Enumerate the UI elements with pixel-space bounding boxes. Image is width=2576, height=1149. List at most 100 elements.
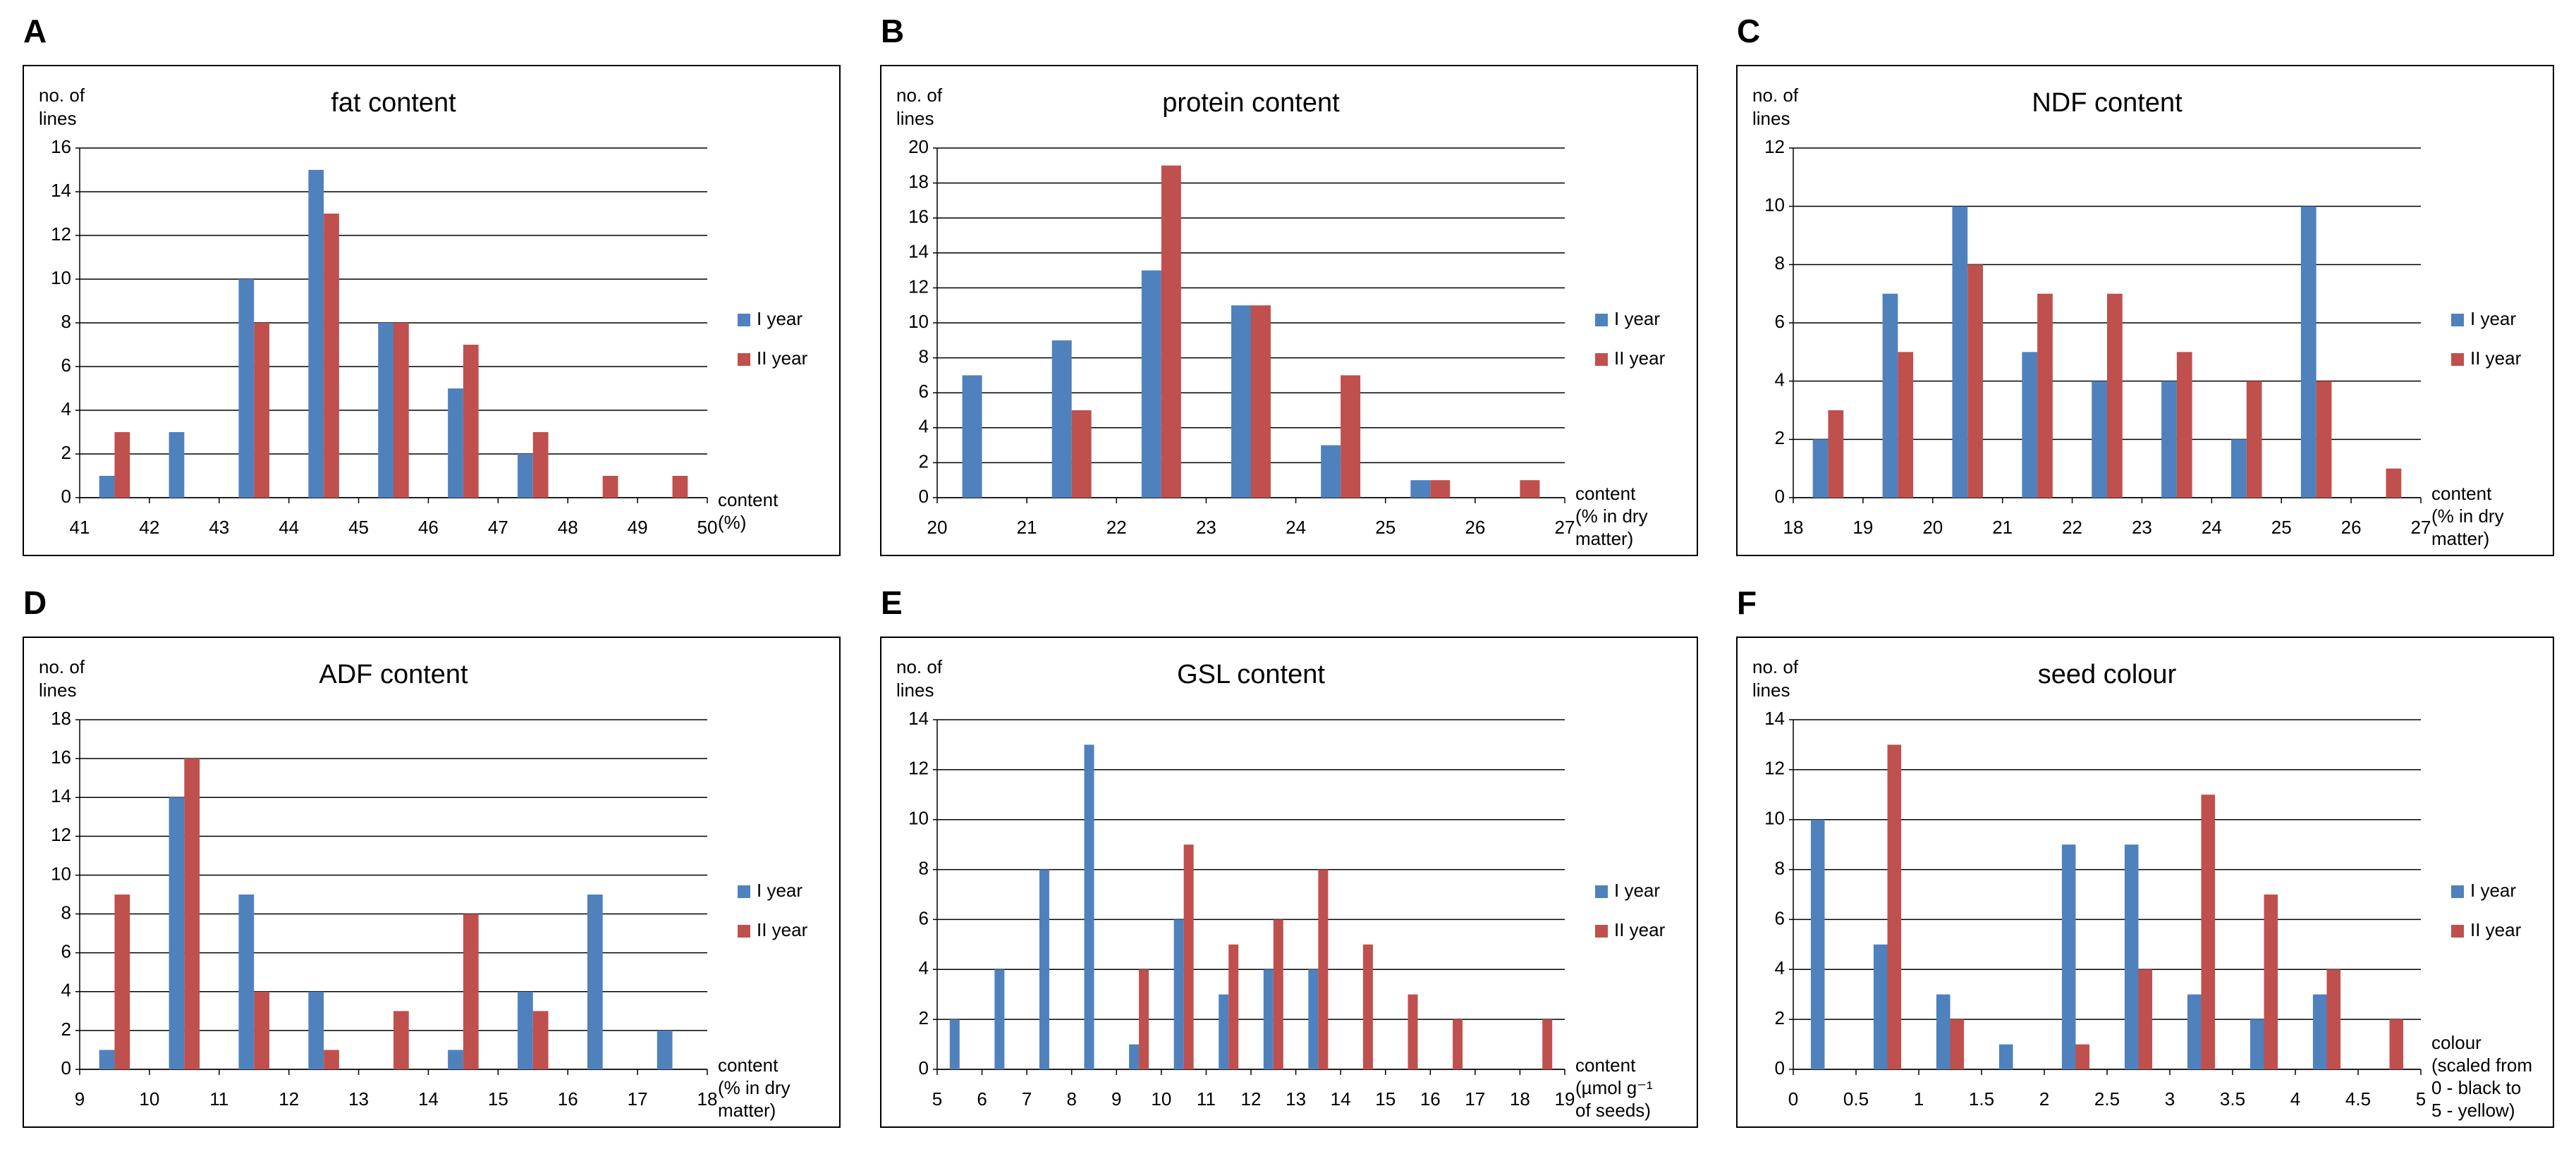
bar — [1453, 1019, 1463, 1069]
y-tick-label: 4 — [919, 957, 929, 978]
bar — [2389, 1019, 2404, 1069]
y-tick-label: 0 — [919, 1057, 929, 1079]
x-tick-label: 22 — [2062, 517, 2082, 538]
y-axis-label: no. of — [896, 656, 943, 677]
bar — [463, 345, 479, 498]
panel-border — [1736, 637, 2554, 1128]
y-tick-label: 18 — [908, 171, 929, 192]
bar — [1308, 969, 1319, 1069]
panel-letter: A — [23, 13, 47, 49]
chart-title: fat content — [331, 88, 456, 118]
bar — [324, 214, 339, 498]
bar — [1173, 919, 1184, 1069]
bar — [2022, 352, 2038, 498]
x-axis-label: (% in dry — [2431, 505, 2504, 527]
bar — [1263, 969, 1274, 1069]
bar — [2312, 994, 2327, 1069]
x-tick-label: 3 — [2165, 1088, 2175, 1110]
y-tick-label: 2 — [61, 442, 71, 463]
bar — [169, 797, 185, 1069]
x-tick-label: 17 — [628, 1088, 648, 1110]
y-tick-label: 0 — [1775, 1057, 1785, 1079]
bar — [1887, 744, 1902, 1069]
bar — [2161, 381, 2177, 498]
bar — [2061, 844, 2076, 1069]
bar — [1408, 994, 1418, 1069]
bar — [1318, 869, 1329, 1069]
bar — [238, 279, 255, 498]
legend-swatch — [2451, 353, 2464, 366]
x-axis-label: 0 - black to — [2431, 1077, 2521, 1098]
bar — [1321, 445, 1341, 498]
bar — [2107, 293, 2123, 498]
bar — [2037, 293, 2053, 498]
x-tick-label: 12 — [1241, 1088, 1262, 1110]
x-axis-label: (%) — [718, 512, 746, 533]
y-tick-label: 6 — [61, 355, 71, 376]
x-tick-label: 15 — [1375, 1088, 1396, 1110]
bar — [2187, 994, 2202, 1069]
bar — [308, 170, 324, 498]
legend-label: II year — [2470, 919, 2522, 940]
x-tick-label: 47 — [488, 517, 508, 538]
y-tick-label: 8 — [1775, 252, 1785, 274]
bar — [1129, 1044, 1140, 1069]
y-tick-label: 14 — [51, 180, 71, 201]
x-tick-label: 46 — [418, 517, 439, 538]
x-tick-label: 42 — [139, 517, 159, 538]
bar — [1251, 305, 1271, 498]
x-tick-label: 44 — [279, 517, 299, 538]
legend-swatch — [738, 885, 750, 898]
bar — [99, 1050, 115, 1069]
x-tick-label: 19 — [1555, 1088, 1575, 1110]
y-axis-label: lines — [39, 680, 76, 701]
x-tick-label: 11 — [209, 1088, 228, 1110]
bar — [2264, 895, 2278, 1069]
x-axis-label: content — [1575, 483, 1636, 504]
panel-letter: E — [881, 584, 903, 621]
y-tick-label: 10 — [908, 311, 929, 332]
y-tick-label: 12 — [51, 223, 71, 245]
panel-border — [1736, 65, 2554, 556]
x-tick-label: 14 — [418, 1088, 439, 1110]
legend-label: I year — [2470, 880, 2516, 901]
bar — [254, 323, 269, 498]
bar — [1873, 944, 1888, 1069]
x-tick-label: 2.5 — [2094, 1088, 2120, 1110]
bar — [1998, 1044, 2013, 1069]
bar — [169, 432, 185, 498]
bar — [1950, 1019, 1965, 1069]
bar — [2326, 969, 2341, 1069]
bar — [2176, 352, 2192, 498]
x-tick-label: 10 — [1151, 1088, 1171, 1110]
x-tick-label: 8 — [1066, 1088, 1076, 1110]
bar — [1183, 844, 1194, 1069]
x-axis-label: content — [718, 1055, 779, 1076]
legend-swatch — [738, 314, 750, 326]
bar — [463, 914, 479, 1069]
bar — [2386, 468, 2402, 498]
x-tick-label: 23 — [2132, 517, 2152, 538]
x-axis-label: matter) — [718, 1100, 776, 1121]
x-axis-label: content — [1575, 1055, 1636, 1076]
x-tick-label: 13 — [348, 1088, 369, 1110]
y-tick-label: 8 — [919, 345, 929, 367]
x-axis-label: (% in dry — [1575, 505, 1648, 527]
x-axis-label: (µmol g⁻¹ — [1575, 1077, 1653, 1098]
x-tick-label: 41 — [70, 517, 90, 538]
y-tick-label: 10 — [1764, 195, 1785, 216]
panel-letter: F — [1737, 584, 1757, 621]
y-tick-label: 6 — [61, 941, 71, 962]
x-axis-label: content — [2431, 483, 2492, 504]
y-axis-label: lines — [896, 108, 934, 129]
y-tick-label: 4 — [61, 980, 71, 1001]
x-tick-label: 10 — [139, 1088, 159, 1110]
bar — [672, 476, 688, 498]
y-axis-label: no. of — [39, 85, 85, 106]
y-tick-label: 2 — [61, 1019, 71, 1040]
legend-swatch — [1595, 314, 1608, 326]
x-tick-label: 24 — [1286, 517, 1306, 538]
x-tick-label: 21 — [1017, 517, 1037, 538]
x-tick-label: 17 — [1465, 1088, 1485, 1110]
x-tick-label: 43 — [209, 517, 229, 538]
